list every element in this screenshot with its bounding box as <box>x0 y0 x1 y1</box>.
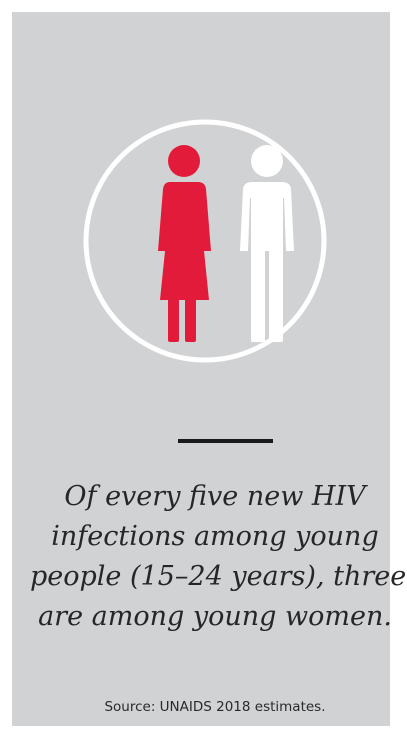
source-text: Source: UNAIDS 2018 estimates. <box>104 699 326 715</box>
gender-icons-svg <box>83 119 327 363</box>
male-figure-icon <box>240 145 294 342</box>
gender-icon-badge <box>82 118 328 364</box>
ring-icon <box>83 119 327 363</box>
quote-line: people (15–24 years), three <box>30 561 407 592</box>
divider-line <box>178 439 273 443</box>
infographic-card: Of every five new HIV infections among y… <box>12 12 406 726</box>
quote-text: Of every five new HIV infections among y… <box>30 477 407 637</box>
female-figure-icon <box>158 145 211 342</box>
quote-line: are among young women. <box>38 601 392 632</box>
quote-line: infections among young <box>51 521 379 552</box>
quote-line: Of every five new HIV <box>64 481 366 512</box>
